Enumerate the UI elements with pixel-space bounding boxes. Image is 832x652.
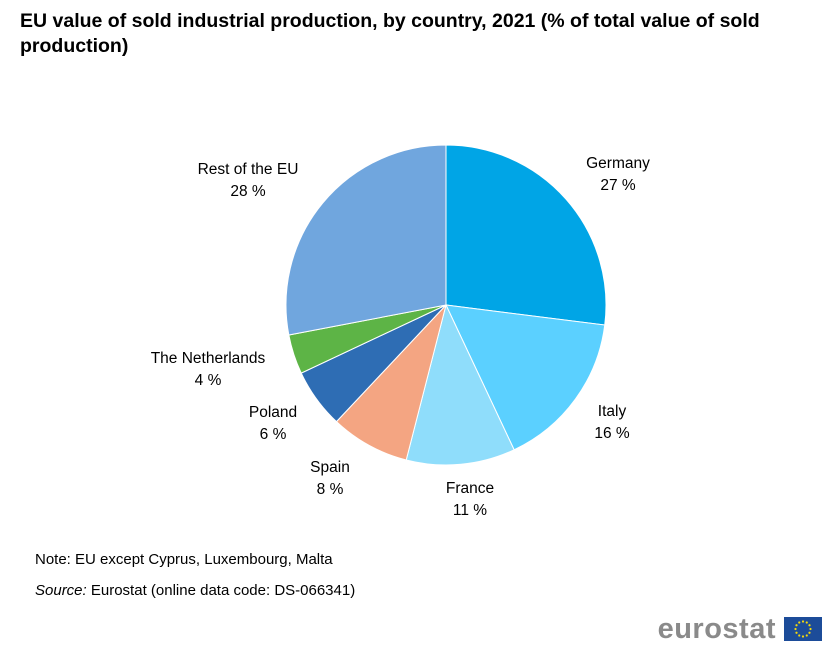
flag-star [809,627,812,631]
slice-value-rest-of-the-eu: 28 % [230,183,266,200]
source-label: Source: [35,582,87,599]
eurostat-logo: eurostat [657,613,822,645]
eu-flag-icon [784,617,822,641]
flag-star [805,621,808,624]
slice-label-germany: Germany [586,155,650,172]
slice-label-italy: Italy [598,403,627,420]
slice-value-france: 11 % [453,502,487,519]
pie-slice-italy [445,304,606,451]
chart-source: Source: Eurostat (online data code: DS-0… [35,581,355,601]
flag-star [794,627,797,631]
slice-label-the-netherlands: The Netherlands [151,350,266,367]
chart-note: Note: EU except Cyprus, Luxembourg, Malt… [35,551,333,568]
flag-star [798,634,801,637]
eurostat-wordmark: eurostat [657,613,776,645]
flag-star [798,621,801,624]
slice-label-rest-of-the-eu: Rest of the EU [198,161,299,178]
slice-value-germany: 27 % [600,177,636,194]
flag-star [795,631,798,634]
flag-star [808,631,811,634]
pie-slice-rest-of-the-eu [285,144,447,336]
slice-label-spain: Spain [310,459,350,476]
slice-label-france: France [446,480,494,497]
slice-value-poland: 6 % [260,426,287,443]
flag-star [801,635,805,638]
slice-label-poland: Poland [249,404,297,421]
pie-slice-france [405,303,515,466]
source-text: Eurostat (online data code: DS-066341) [86,582,356,599]
flag-star [808,624,811,627]
flag-star [795,624,798,627]
flag-star [805,634,808,637]
slice-value-the-netherlands: 4 % [195,372,222,389]
flag-star [801,620,805,623]
pie-chart: Germany 27 % Italy 16 % France 11 % Spain 8 % Po… [151,144,650,519]
chart-title: EU value of sold industrial production, … [20,10,760,57]
pie-slice-germany [445,144,607,326]
slice-value-spain: 8 % [317,481,344,498]
slice-value-italy: 16 % [594,425,630,442]
